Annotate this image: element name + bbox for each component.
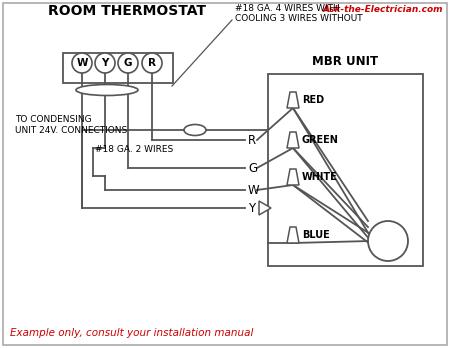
Text: G: G xyxy=(124,58,132,68)
Text: G: G xyxy=(248,161,257,174)
Polygon shape xyxy=(287,92,299,108)
Text: R: R xyxy=(148,58,156,68)
Bar xyxy=(63,53,173,83)
Polygon shape xyxy=(259,201,271,215)
Text: #18 GA. 2 WIRES: #18 GA. 2 WIRES xyxy=(95,145,173,155)
Text: Y: Y xyxy=(248,201,255,214)
Text: R: R xyxy=(248,134,256,147)
Text: Y: Y xyxy=(101,58,109,68)
Circle shape xyxy=(118,53,138,73)
Circle shape xyxy=(95,53,115,73)
Text: W: W xyxy=(76,58,88,68)
Text: Ask-the-Electrician.com: Ask-the-Electrician.com xyxy=(323,5,443,14)
Text: RED: RED xyxy=(302,95,324,105)
Text: ROOM THERMOSTAT: ROOM THERMOSTAT xyxy=(48,4,206,18)
Text: MBR UNIT: MBR UNIT xyxy=(312,55,378,68)
Text: #18 GA. 4 WIRES WITH
COOLING 3 WIRES WITHOUT: #18 GA. 4 WIRES WITH COOLING 3 WIRES WIT… xyxy=(235,4,363,23)
Text: BLUE: BLUE xyxy=(302,230,330,240)
Ellipse shape xyxy=(76,85,138,95)
Circle shape xyxy=(72,53,92,73)
Text: GREEN: GREEN xyxy=(302,135,339,145)
Polygon shape xyxy=(287,132,299,148)
Text: Example only, consult your installation manual: Example only, consult your installation … xyxy=(10,328,253,338)
Text: TO CONDENSING
UNIT 24V. CONNECTIONS: TO CONDENSING UNIT 24V. CONNECTIONS xyxy=(15,114,127,135)
Text: W: W xyxy=(248,183,260,197)
Polygon shape xyxy=(287,169,299,185)
Polygon shape xyxy=(287,227,299,243)
Text: WHITE: WHITE xyxy=(302,172,338,182)
Bar xyxy=(268,74,423,266)
Circle shape xyxy=(142,53,162,73)
Circle shape xyxy=(368,221,408,261)
Ellipse shape xyxy=(184,125,206,135)
